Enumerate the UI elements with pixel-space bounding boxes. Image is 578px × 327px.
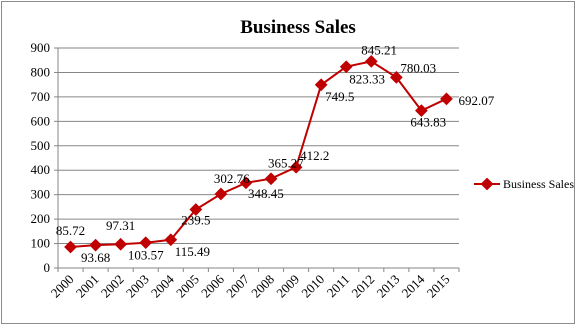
data-point xyxy=(239,176,253,190)
y-tick-label: 200 xyxy=(31,211,51,226)
data-labels: 85.72 93.68 97.31 103.57 115.49 239.5 302.7634… xyxy=(56,42,495,265)
data-label: 85.72 xyxy=(56,223,85,238)
y-tick-label: 300 xyxy=(31,187,51,202)
data-label: 239.5 xyxy=(181,212,210,227)
data-label: 302.76 xyxy=(214,171,250,186)
data-point xyxy=(314,78,328,92)
data-point xyxy=(189,203,203,216)
data-label: 348.45 xyxy=(248,186,284,201)
x-tick-label: 2004 xyxy=(148,271,177,300)
data-point xyxy=(264,172,278,186)
data-label: 823.33 xyxy=(349,72,385,87)
x-tick-label: 2012 xyxy=(348,272,377,301)
x-tick-label: 2010 xyxy=(298,272,327,301)
x-tick-label: 2006 xyxy=(198,271,227,300)
data-point xyxy=(64,240,77,254)
chart-title: Business Sales xyxy=(240,17,356,38)
x-tick-label: 2013 xyxy=(373,272,402,301)
x-tick-label: 2015 xyxy=(424,272,453,301)
data-label: 780.03 xyxy=(400,60,436,75)
data-point xyxy=(415,104,428,117)
x-axis-ticks: 2000200120022003200420052006200720082009… xyxy=(48,268,460,301)
x-tick-label: 2014 xyxy=(399,271,428,300)
data-point xyxy=(364,55,378,68)
y-tick-label: 600 xyxy=(31,113,51,128)
legend-marker xyxy=(480,177,494,191)
data-point xyxy=(114,237,128,251)
legend: Business Sales xyxy=(474,177,574,191)
data-label: 365.27 xyxy=(268,156,304,171)
y-tick-label: 400 xyxy=(31,162,51,177)
y-tick-label: 800 xyxy=(31,64,51,79)
series-business-sales xyxy=(64,55,453,254)
data-label: 97.31 xyxy=(106,218,135,233)
data-label: 103.57 xyxy=(128,248,164,263)
data-point xyxy=(289,160,303,174)
x-tick-label: 2000 xyxy=(48,272,77,301)
data-label: 643.83 xyxy=(410,115,446,130)
data-point xyxy=(440,92,453,106)
data-label: 845.21 xyxy=(361,42,397,57)
data-point xyxy=(139,236,153,250)
data-point xyxy=(164,233,178,247)
data-point xyxy=(339,60,353,74)
data-label: 749.5 xyxy=(325,89,354,104)
x-tick-label: 2005 xyxy=(173,272,202,301)
x-tick-label: 2008 xyxy=(248,272,277,301)
legend-label: Business Sales xyxy=(503,177,574,191)
x-tick-label: 2003 xyxy=(123,272,152,301)
y-tick-label: 100 xyxy=(31,236,51,251)
y-tick-label: 700 xyxy=(31,89,51,104)
y-axis-ticks: 0 100 200 300 400 500 600 700 800 900 xyxy=(31,40,58,275)
x-tick-label: 2009 xyxy=(273,272,302,301)
y-tick-label: 0 xyxy=(44,260,51,275)
data-label: 93.68 xyxy=(81,250,110,265)
y-tick-label: 500 xyxy=(31,138,51,153)
data-label: 692.07 xyxy=(458,93,494,108)
data-point xyxy=(89,238,102,252)
x-tick-label: 2007 xyxy=(223,271,252,300)
data-label: 412.2 xyxy=(300,148,329,163)
data-label: 115.49 xyxy=(175,244,210,259)
series-line xyxy=(70,60,447,248)
x-tick-label: 2002 xyxy=(98,272,127,301)
x-tick-label: 2001 xyxy=(73,272,102,301)
data-point xyxy=(214,187,228,201)
y-tick-label: 900 xyxy=(31,40,51,55)
data-point xyxy=(389,70,403,84)
x-tick-label: 2011 xyxy=(324,272,353,301)
